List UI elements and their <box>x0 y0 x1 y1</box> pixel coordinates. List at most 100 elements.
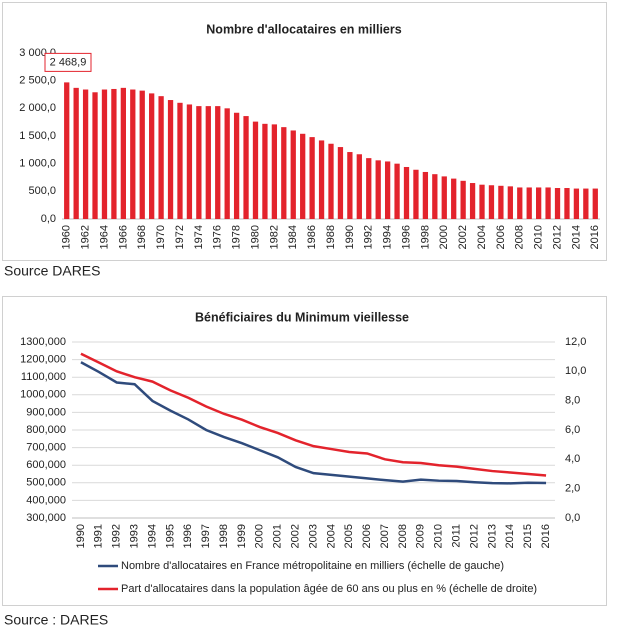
value-label: 2 468,9 <box>50 56 87 68</box>
y2-tick-label: 12,0 <box>565 336 586 348</box>
x-tick-label: 1978 <box>231 225 243 249</box>
x-tick-label: 1996 <box>182 524 194 548</box>
bar <box>564 188 570 219</box>
bar <box>186 104 193 219</box>
bar <box>517 187 523 219</box>
bar <box>196 106 202 219</box>
x-tick-label: 1994 <box>146 524 158 548</box>
bar <box>583 188 589 219</box>
x-tick-label: 1991 <box>93 524 105 548</box>
bar <box>441 176 447 219</box>
y2-tick-label: 8,0 <box>565 395 580 407</box>
bar <box>92 92 98 219</box>
value-label-box <box>44 52 92 72</box>
bar <box>422 171 429 219</box>
x-tick-label: 2012 <box>551 225 563 249</box>
x-tick-label: 1960 <box>61 225 73 249</box>
bar <box>177 102 183 219</box>
bar <box>215 106 221 219</box>
x-tick-label: 2008 <box>397 524 409 548</box>
x-tick-label: 2005 <box>343 524 355 548</box>
y-tick-label: 1 000,0 <box>19 158 56 170</box>
x-tick-label: 2003 <box>307 524 319 548</box>
bar <box>82 89 89 220</box>
y-tick-label: 0,0 <box>41 213 56 225</box>
series-line <box>80 352 547 477</box>
bar <box>337 147 344 219</box>
x-tick-label: 1999 <box>236 524 248 548</box>
x-tick-label: 1984 <box>287 225 299 249</box>
bar <box>252 121 259 219</box>
y2-tick-label: 2,0 <box>565 483 580 495</box>
y-tick-label: 2 000,0 <box>19 102 56 114</box>
bar <box>281 127 287 219</box>
y-tick-label: 1000,000 <box>20 389 66 401</box>
x-tick-label: 1962 <box>80 225 92 249</box>
x-tick-label: 1966 <box>117 225 129 249</box>
bar <box>149 93 155 219</box>
bar <box>366 158 372 219</box>
y2-tick-label: 6,0 <box>565 424 580 436</box>
x-tick-label: 1998 <box>419 225 431 249</box>
y-tick-label: 2 500,0 <box>19 75 56 87</box>
bar <box>309 137 315 219</box>
y-tick-label: 300,000 <box>26 512 66 524</box>
bar <box>262 123 268 219</box>
x-tick-label: 2000 <box>438 225 450 249</box>
x-tick-label: 2015 <box>522 524 534 548</box>
bar <box>469 183 476 219</box>
y-tick-label: 1200,000 <box>20 354 66 366</box>
x-tick-label: 2004 <box>325 524 337 548</box>
series-line <box>80 361 547 485</box>
x-tick-label: 1994 <box>382 225 394 249</box>
x-tick-label: 2014 <box>570 225 582 249</box>
bar <box>101 89 108 220</box>
bar <box>205 106 211 219</box>
bar <box>130 89 136 220</box>
x-tick-label: 1997 <box>200 524 212 548</box>
bar <box>507 186 513 219</box>
bar <box>64 82 70 219</box>
x-tick-label: 1992 <box>363 225 375 249</box>
y-tick-label: 1300,000 <box>20 336 66 348</box>
y2-tick-label: 0,0 <box>565 512 580 524</box>
y2-tick-label: 4,0 <box>565 453 580 465</box>
y-tick-label: 1100,000 <box>21 371 66 383</box>
bar <box>375 160 381 219</box>
x-tick-label: 1988 <box>325 225 337 249</box>
bar <box>233 112 240 219</box>
x-tick-label: 2004 <box>476 225 488 249</box>
x-tick-label: 2006 <box>361 524 373 548</box>
bar <box>356 154 362 219</box>
x-tick-label: 1982 <box>268 225 280 249</box>
x-tick-label: 1992 <box>111 524 123 548</box>
bar <box>300 133 306 219</box>
x-tick-label: 2006 <box>495 225 507 249</box>
legend-label: Nombre d'allocataires en France métropol… <box>121 560 504 572</box>
x-tick-label: 1996 <box>400 225 412 249</box>
chart-frame <box>2 2 607 261</box>
x-tick-label: 2002 <box>457 225 469 249</box>
x-tick-label: 2011 <box>451 524 463 548</box>
bar <box>290 130 296 219</box>
y-tick-label: 500,000 <box>26 477 66 489</box>
y-tick-label: 500,0 <box>28 185 56 197</box>
bar <box>328 143 334 219</box>
x-tick-label: 2016 <box>589 225 601 249</box>
bar <box>403 166 410 219</box>
bar <box>432 174 438 219</box>
x-tick-label: 2000 <box>254 524 266 548</box>
x-tick-label: 2014 <box>504 524 516 548</box>
bar <box>573 188 580 219</box>
x-tick-label: 1990 <box>344 225 356 249</box>
bar <box>384 161 391 219</box>
bar <box>592 188 598 219</box>
x-tick-label: 1974 <box>193 225 205 249</box>
bar <box>545 187 551 219</box>
bar <box>554 188 561 219</box>
y-tick-label: 800,000 <box>26 424 66 436</box>
x-tick-label: 1986 <box>306 225 318 249</box>
x-tick-label: 2008 <box>514 225 526 249</box>
x-tick-label: 1972 <box>174 225 186 249</box>
